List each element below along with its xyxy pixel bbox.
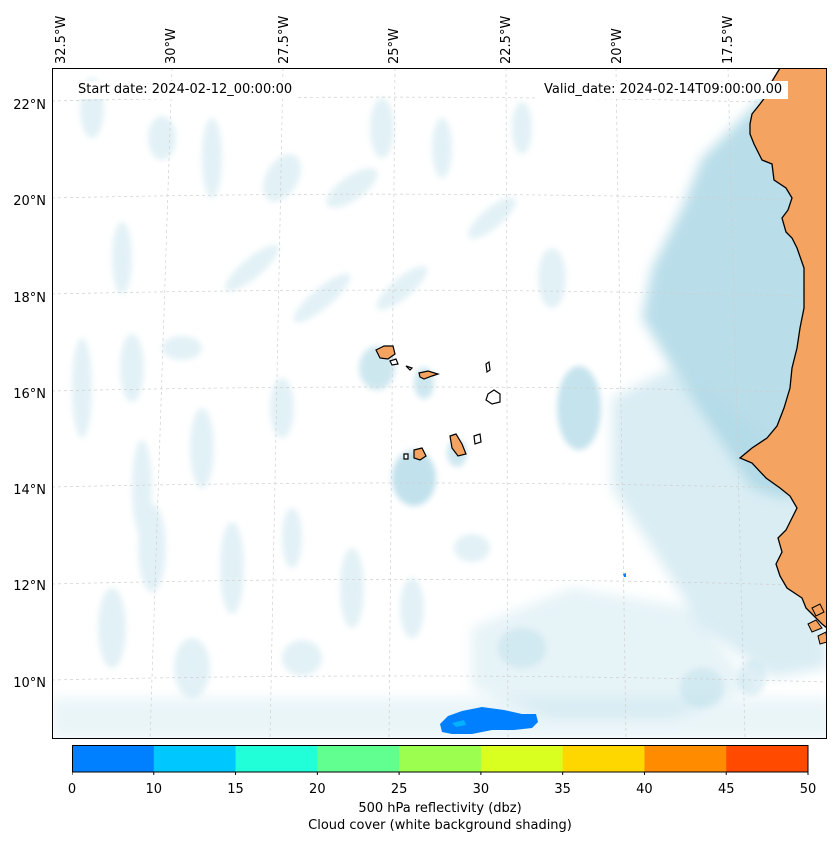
colorbar-tick-label: 0: [67, 782, 77, 797]
lat-label-18n: 18°N: [13, 291, 46, 306]
colorbar-segment: [480, 745, 564, 772]
island-santo-antao: [375, 345, 396, 360]
map-panel: Start date: 2024-02-12_00:00:00 Valid_da…: [52, 68, 827, 739]
colorbar-tick-label: 10: [145, 782, 163, 797]
island-sao-vicente: [389, 358, 399, 366]
lon-label-20w: 20°W: [610, 28, 625, 64]
colorbar-tick-label: 20: [309, 782, 326, 797]
lat-label-12n: 12°N: [13, 579, 46, 594]
island-santa-luzia: [405, 365, 414, 371]
island-santiago: [449, 433, 467, 457]
reflectivity-cell-south: [440, 707, 538, 734]
lat-label-20n: 20°N: [13, 194, 46, 209]
colorbar: [72, 745, 809, 775]
lat-label-22n: 22°N: [13, 98, 46, 113]
island-brava: [403, 453, 409, 460]
colorbar-segment: [72, 745, 155, 772]
colorbar-segment: [317, 745, 400, 772]
colorbar-frame: [72, 745, 809, 773]
colorbar-segment: [644, 745, 727, 772]
lon-label-32-5w: 32.5°W: [54, 15, 69, 64]
bijagos-islands: [807, 603, 827, 645]
map-frame: [52, 68, 827, 739]
reflectivity-cell-small: [623, 573, 626, 577]
colorbar-label: 500 hPa reflectivity (dbz): [358, 801, 522, 816]
colorbar-tick-label: 45: [717, 782, 735, 797]
lon-label-25w: 25°W: [387, 28, 402, 64]
island-sao-nicolau: [418, 370, 440, 380]
colorbar-tick-label: 35: [554, 782, 571, 797]
africa-coast-land: [738, 68, 827, 629]
colorbar-segment: [562, 745, 645, 772]
colorbar-tick-label: 15: [227, 782, 244, 797]
cabo-verde-islands: [375, 345, 501, 461]
colorbar-tick-label: 25: [390, 782, 408, 797]
reflectivity-cell-inner: [452, 720, 466, 727]
lon-label-17-5w: 17.5°W: [721, 15, 736, 64]
island-maio: [473, 433, 482, 445]
island-boa-vista: [485, 389, 501, 405]
lat-label-16n: 16°N: [13, 387, 46, 402]
lon-label-22-5w: 22.5°W: [499, 15, 514, 64]
lat-label-14n: 14°N: [13, 483, 46, 498]
start-date-label: Start date: 2024-02-12_00:00:00: [72, 81, 299, 99]
colorbar-segment: [399, 745, 482, 772]
valid-date-label: Valid_date: 2024-02-14T09:00:00.00: [538, 81, 789, 99]
colorbar-tick-label: 40: [636, 782, 653, 797]
graticule: [52, 68, 827, 739]
colorbar-segment: [726, 745, 809, 772]
lat-label-10n: 10°N: [13, 676, 46, 691]
colorbar-segment: [153, 745, 237, 772]
colorbar-sublabel: Cloud cover (white background shading): [308, 818, 572, 833]
lon-label-30w: 30°W: [164, 28, 179, 64]
colorbar-segment: [235, 745, 318, 772]
colorbar-tick-label: 50: [799, 782, 817, 797]
island-fogo: [413, 447, 427, 461]
colorbar-tick-label: 30: [472, 782, 490, 797]
lon-label-27-5w: 27.5°W: [277, 15, 292, 64]
island-sal: [485, 360, 491, 374]
